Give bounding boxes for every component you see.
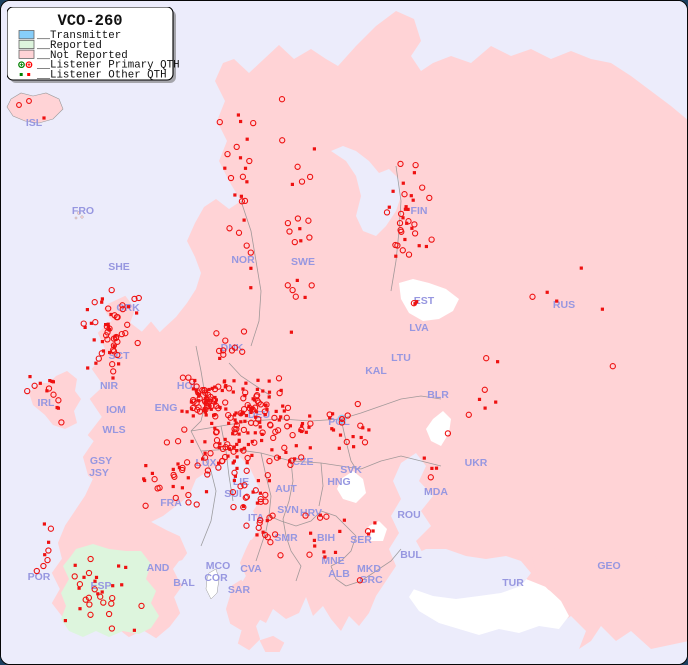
svg-text:ISL: ISL [26, 117, 43, 129]
svg-text:MDA: MDA [424, 486, 448, 498]
svg-text:__Listener Other QTH: __Listener Other QTH [36, 69, 167, 81]
svg-text:SER: SER [350, 534, 372, 546]
svg-text:BIH: BIH [317, 532, 335, 544]
svg-text:AND: AND [147, 562, 170, 574]
svg-text:BUL: BUL [400, 549, 422, 561]
svg-text:LVA: LVA [409, 322, 429, 334]
svg-text:BAL: BAL [173, 577, 195, 589]
svg-text:SHE: SHE [108, 261, 130, 273]
svg-text:JSY: JSY [89, 467, 109, 479]
svg-text:SAR: SAR [228, 584, 251, 596]
svg-text:GSY: GSY [90, 455, 112, 467]
svg-text:SWE: SWE [291, 256, 315, 268]
svg-text:SVN: SVN [277, 504, 299, 516]
svg-text:FIN: FIN [411, 205, 428, 217]
svg-text:KAL: KAL [365, 365, 387, 377]
svg-text:ALB: ALB [328, 568, 350, 580]
svg-text:MCO: MCO [206, 560, 231, 572]
svg-text:UKR: UKR [465, 457, 488, 469]
svg-text:TUR: TUR [502, 577, 524, 589]
svg-text:IOM: IOM [106, 404, 126, 416]
svg-text:BLR: BLR [427, 389, 449, 401]
svg-text:VCO-260: VCO-260 [57, 12, 122, 30]
svg-text:ENG: ENG [155, 402, 178, 414]
svg-text:NOR: NOR [231, 254, 255, 266]
svg-text:FRO: FRO [72, 205, 94, 217]
svg-text:LTU: LTU [391, 352, 411, 364]
svg-text:SVK: SVK [340, 464, 362, 476]
svg-text:ROU: ROU [397, 509, 420, 521]
svg-text:WLS: WLS [102, 424, 125, 436]
svg-text:FRA: FRA [160, 497, 182, 509]
svg-text:NIR: NIR [100, 380, 119, 392]
svg-text:CVA: CVA [240, 563, 262, 575]
svg-text:HNG: HNG [327, 476, 350, 488]
svg-text:AUT: AUT [275, 483, 297, 495]
svg-text:IRL: IRL [38, 397, 56, 409]
svg-text:COR: COR [204, 572, 228, 584]
svg-text:GEO: GEO [597, 560, 620, 572]
